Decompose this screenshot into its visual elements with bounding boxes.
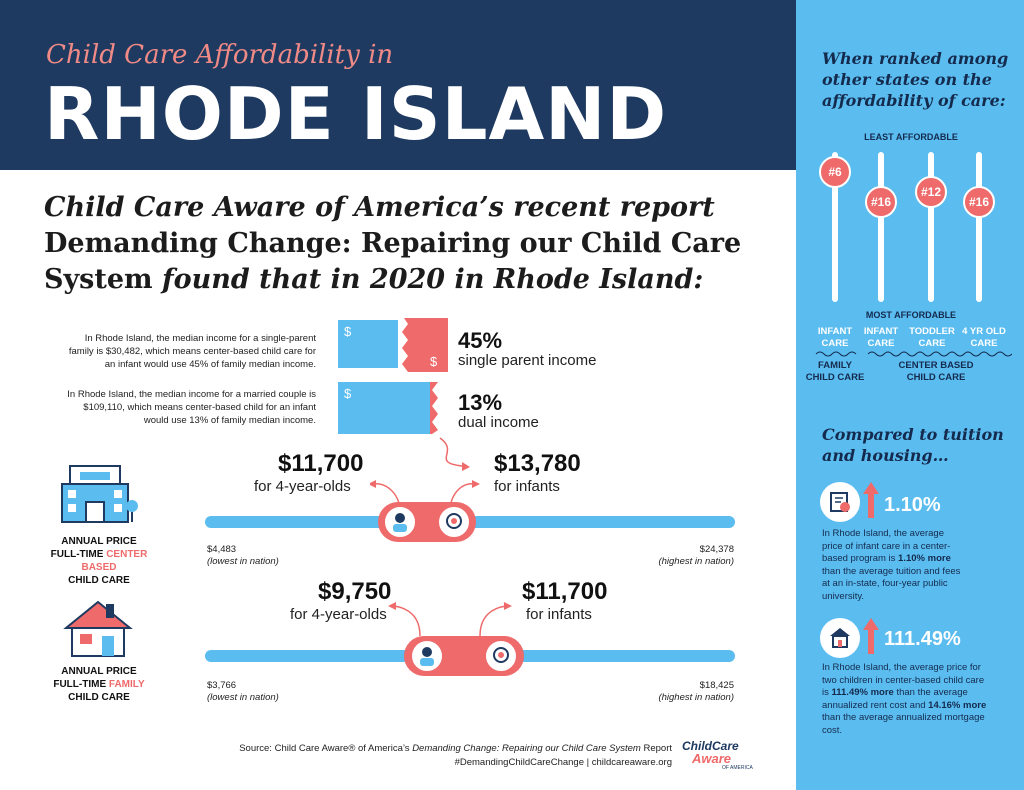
childcare-aware-logo: ChildCare Aware OF AMERICA xyxy=(682,739,753,771)
child-icon xyxy=(383,505,417,539)
family-group-label: FAMILY CHILD CARE xyxy=(805,360,865,383)
intro-text: Child Care Aware of America’s recent rep… xyxy=(44,192,742,295)
rank-column-label: INFANT CARE xyxy=(863,326,899,349)
header-banner xyxy=(0,0,796,170)
rank-column-label: 4 YR OLD CARE xyxy=(962,326,1006,349)
family-low-price: $3,766 (lowest in nation) xyxy=(207,680,279,703)
rank-badge-family-infant: #6 xyxy=(819,156,851,188)
family-category-label: ANNUAL PRICE FULL-TIME FAMILY CHILD CARE xyxy=(53,666,145,703)
least-affordable-label: LEAST AFFORDABLE xyxy=(864,132,958,142)
sidebar-panel xyxy=(796,0,1024,790)
infant-icon xyxy=(484,639,518,673)
group-divider xyxy=(815,351,1012,357)
dollar-sign-icon: $ xyxy=(344,386,352,401)
tuition-text: In Rhode Island, the average price of in… xyxy=(822,528,961,602)
dual-income-label: dual income xyxy=(458,414,539,431)
family-connector-arrows xyxy=(388,602,512,637)
rank-column-label: TODDLER CARE xyxy=(909,326,955,349)
family-infant-price: $11,700 xyxy=(522,578,608,605)
center-group-label: CENTER BASED CHILD CARE xyxy=(898,360,974,383)
rank-column-label: INFANT CARE xyxy=(817,326,853,349)
dual-income-percent: 13% xyxy=(458,390,503,415)
housing-percent: 111.49% xyxy=(884,628,961,650)
family-infant-label: for infants xyxy=(526,606,592,623)
center-4yr-price: $11,700 xyxy=(278,450,364,477)
tuition-percent: 1.10% xyxy=(884,494,941,516)
single-parent-paragraph: In Rhode Island, the median income for a… xyxy=(68,333,316,370)
ranking-heading: When ranked among other states on the af… xyxy=(822,49,1009,110)
housing-text: In Rhode Island, the average price for t… xyxy=(822,662,987,736)
rank-track xyxy=(832,152,838,302)
dollar-sign-icon: $ xyxy=(344,324,352,339)
center-infant-label: for infants xyxy=(494,478,560,495)
single-parent-percent: 45% xyxy=(458,328,503,353)
house-icon xyxy=(63,600,133,657)
home-icon xyxy=(820,618,860,658)
single-parent-money-graphic: $ $ xyxy=(338,318,448,372)
family-high-price: $18,425 (highest in nation) xyxy=(658,680,734,703)
dual-income-paragraph: In Rhode Island, the median income for a… xyxy=(67,389,316,426)
center-4yr-label: for 4-year-olds xyxy=(254,478,351,495)
rank-track xyxy=(878,152,884,302)
header-title: RHODE ISLAND xyxy=(44,72,668,156)
header-subtitle: Child Care Affordability in xyxy=(46,40,394,70)
infant-icon xyxy=(437,505,471,539)
center-category-label: ANNUAL PRICE FULL-TIME CENTER BASED CHIL… xyxy=(50,536,148,586)
dual-income-money-graphic: $ xyxy=(338,382,438,434)
center-infant-price: $13,780 xyxy=(494,450,581,477)
center-building-icon xyxy=(61,465,138,523)
rank-track xyxy=(928,152,934,302)
rank-badge-center-4yr: #16 xyxy=(963,186,995,218)
source-citation: Source: Child Care Aware® of America’s D… xyxy=(239,743,672,768)
single-parent-label: single parent income xyxy=(458,352,597,369)
arrow-up-icon xyxy=(863,618,879,654)
most-affordable-label: MOST AFFORDABLE xyxy=(865,310,957,320)
center-low-price: $4,483 (lowest in nation) xyxy=(207,544,279,567)
dollar-sign-icon: $ xyxy=(430,354,438,369)
rank-badge-center-toddler: #12 xyxy=(915,176,947,208)
family-4yr-label: for 4-year-olds xyxy=(290,606,387,623)
child-icon xyxy=(410,639,444,673)
compare-heading: Compared to tuition and housing… xyxy=(822,425,1004,465)
rank-track xyxy=(976,152,982,302)
center-high-price: $24,378 (highest in nation) xyxy=(658,544,734,567)
diploma-icon xyxy=(820,482,860,522)
family-4yr-price: $9,750 xyxy=(318,578,392,605)
arrow-up-icon xyxy=(863,482,879,518)
rank-badge-center-infant: #16 xyxy=(865,186,897,218)
